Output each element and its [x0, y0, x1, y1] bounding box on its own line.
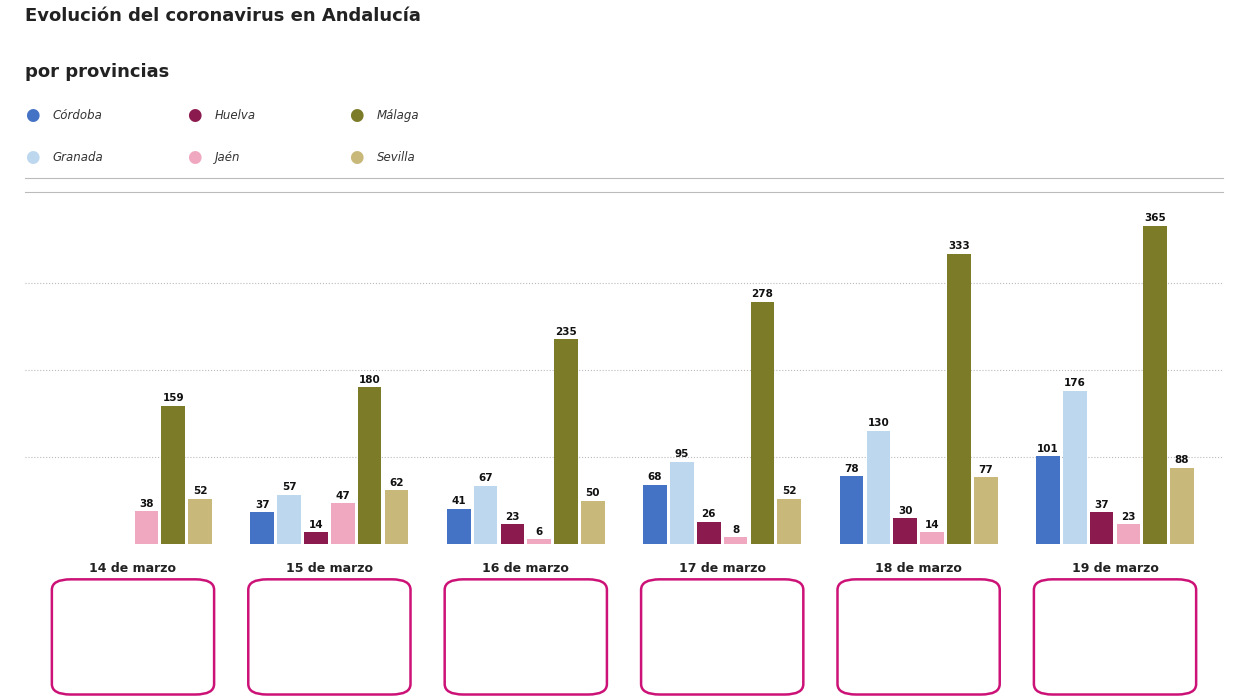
Text: 315: 315: [112, 648, 154, 667]
Bar: [894, 518, 917, 544]
Bar: [778, 499, 801, 544]
Text: 30: 30: [899, 505, 912, 516]
Text: 14: 14: [308, 519, 323, 530]
Bar: [188, 499, 212, 544]
Text: 6: 6: [535, 526, 543, 537]
Text: Evolución del coronavirus en Andalucía: Evolución del coronavirus en Andalucía: [25, 7, 421, 25]
Bar: [1063, 391, 1087, 544]
Text: TOTAL: TOTAL: [1096, 613, 1134, 623]
Text: Granada: Granada: [52, 151, 104, 163]
Text: Sevilla: Sevilla: [377, 151, 416, 163]
Text: ●: ●: [187, 106, 202, 124]
Text: TOTAL: TOTAL: [310, 613, 349, 623]
Text: TOTAL: TOTAL: [703, 613, 743, 623]
Bar: [1143, 226, 1167, 544]
Text: 77: 77: [978, 465, 993, 475]
Text: 67: 67: [478, 473, 493, 483]
Text: 554: 554: [505, 648, 547, 667]
Text: 1008: 1008: [1088, 648, 1142, 667]
Text: 37: 37: [255, 500, 270, 510]
Bar: [1090, 512, 1113, 544]
Text: TOTAL: TOTAL: [899, 613, 938, 623]
Bar: [528, 539, 552, 544]
Text: 23: 23: [1121, 512, 1136, 522]
Bar: [1036, 456, 1060, 544]
Text: 23: 23: [505, 512, 519, 522]
Text: 57: 57: [282, 482, 297, 492]
Text: 8: 8: [733, 525, 739, 535]
Text: 130: 130: [867, 418, 890, 429]
Text: TOTAL: TOTAL: [114, 613, 152, 623]
Text: 278: 278: [751, 289, 774, 299]
Bar: [384, 490, 408, 544]
Text: ●: ●: [349, 148, 364, 166]
Text: 333: 333: [948, 242, 970, 251]
Text: 19 de marzo: 19 de marzo: [1072, 562, 1158, 575]
Text: 15 de marzo: 15 de marzo: [286, 562, 373, 575]
Bar: [696, 522, 720, 544]
Text: 365: 365: [1144, 214, 1166, 223]
Bar: [643, 485, 666, 544]
Text: 52: 52: [782, 487, 796, 496]
Bar: [305, 532, 328, 544]
Text: 47: 47: [336, 491, 351, 501]
Text: 38: 38: [140, 498, 154, 509]
Bar: [582, 501, 605, 544]
Text: 159: 159: [162, 393, 183, 403]
Bar: [920, 532, 943, 544]
Bar: [135, 511, 158, 544]
Bar: [973, 477, 997, 544]
Bar: [277, 495, 301, 544]
Bar: [554, 339, 578, 544]
Text: 78: 78: [844, 463, 859, 474]
Text: 14: 14: [925, 519, 940, 530]
Text: 101: 101: [1037, 444, 1058, 454]
Text: TOTAL: TOTAL: [505, 613, 545, 623]
Bar: [866, 431, 890, 544]
Text: 18 de marzo: 18 de marzo: [875, 562, 962, 575]
Text: 50: 50: [585, 488, 600, 498]
Text: 52: 52: [193, 487, 207, 496]
Text: 17 de marzo: 17 de marzo: [679, 562, 766, 575]
Text: ●: ●: [349, 106, 364, 124]
Bar: [161, 406, 185, 544]
Bar: [947, 254, 971, 544]
Text: Málaga: Málaga: [377, 109, 419, 121]
Bar: [840, 476, 864, 544]
Text: Córdoba: Córdoba: [52, 109, 102, 121]
Bar: [750, 302, 774, 544]
Text: 235: 235: [555, 327, 577, 336]
Text: ●: ●: [25, 148, 40, 166]
Bar: [670, 461, 694, 544]
Text: ●: ●: [25, 106, 40, 124]
Text: 95: 95: [675, 449, 689, 459]
Text: 437: 437: [310, 648, 349, 667]
Text: 41: 41: [452, 496, 466, 506]
Text: 180: 180: [358, 375, 381, 385]
Text: Huelva: Huelva: [215, 109, 256, 121]
Text: 859: 859: [899, 648, 938, 667]
Text: 14 de marzo: 14 de marzo: [90, 562, 176, 575]
Text: 68: 68: [648, 473, 663, 482]
Bar: [358, 387, 382, 544]
Text: 62: 62: [389, 477, 404, 488]
Bar: [1171, 468, 1194, 544]
Text: 176: 176: [1063, 378, 1086, 388]
Text: 88: 88: [1174, 455, 1189, 465]
Bar: [251, 512, 275, 544]
Bar: [331, 503, 354, 544]
Bar: [447, 509, 470, 544]
Text: 16 de marzo: 16 de marzo: [483, 562, 569, 575]
Text: Jaén: Jaén: [215, 151, 240, 163]
Text: 37: 37: [1094, 500, 1109, 510]
Text: 683: 683: [701, 648, 743, 667]
Bar: [500, 524, 524, 544]
Bar: [474, 486, 498, 544]
Bar: [1117, 524, 1141, 544]
Text: 26: 26: [701, 509, 716, 519]
Bar: [724, 537, 748, 544]
Text: ●: ●: [187, 148, 202, 166]
Text: por provincias: por provincias: [25, 63, 170, 81]
